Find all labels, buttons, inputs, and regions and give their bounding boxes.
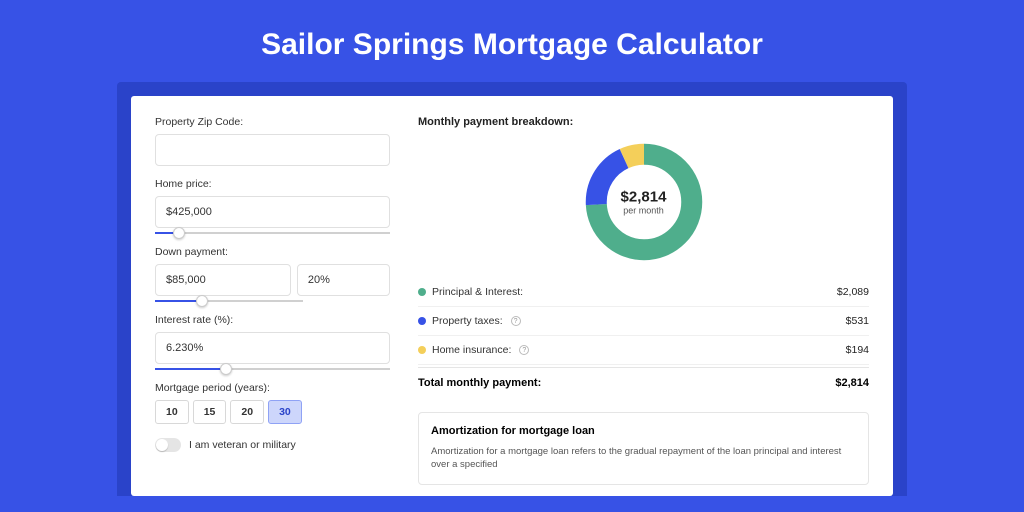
donut-sub: per month [621, 206, 667, 216]
home-price-label: Home price: [155, 178, 390, 190]
down-payment-pct-input[interactable] [297, 264, 390, 296]
legend-row-insurance: Home insurance: ? $194 [418, 336, 869, 365]
legend-val-principal: $2,089 [837, 286, 869, 298]
down-payment-label: Down payment: [155, 246, 390, 258]
legend-val-taxes: $531 [846, 315, 869, 327]
amortization-title: Amortization for mortgage loan [431, 425, 856, 437]
total-label: Total monthly payment: [418, 377, 541, 389]
down-payment-slider[interactable] [155, 300, 303, 302]
home-price-group: Home price: [155, 178, 390, 234]
total-row: Total monthly payment: $2,814 [418, 367, 869, 398]
donut-amount: $2,814 [621, 189, 667, 206]
breakdown-title: Monthly payment breakdown: [418, 116, 869, 128]
legend-dot-taxes [418, 317, 426, 325]
period-group: Mortgage period (years): 10 15 20 30 [155, 382, 390, 424]
veteran-toggle-knob [156, 439, 168, 451]
legend-dot-insurance [418, 346, 426, 354]
calculator-card: Property Zip Code: Home price: Down paym… [131, 96, 893, 496]
donut-center: $2,814 per month [621, 189, 667, 216]
legend-dot-principal [418, 288, 426, 296]
breakdown-column: Monthly payment breakdown: $2,814 per mo… [418, 116, 869, 476]
period-label: Mortgage period (years): [155, 382, 390, 394]
interest-rate-label: Interest rate (%): [155, 314, 390, 326]
amortization-text: Amortization for a mortgage loan refers … [431, 445, 856, 472]
legend-label-principal: Principal & Interest: [432, 286, 523, 298]
form-column: Property Zip Code: Home price: Down paym… [155, 116, 390, 476]
interest-rate-group: Interest rate (%): [155, 314, 390, 370]
zip-input[interactable] [155, 134, 390, 166]
donut-chart: $2,814 per month [584, 142, 704, 262]
amortization-box: Amortization for mortgage loan Amortizat… [418, 412, 869, 485]
total-value: $2,814 [835, 377, 869, 389]
veteran-label: I am veteran or military [189, 439, 296, 451]
legend-val-insurance: $194 [846, 344, 869, 356]
home-price-slider-thumb[interactable] [173, 227, 185, 239]
interest-rate-input[interactable] [155, 332, 390, 364]
down-payment-group: Down payment: [155, 246, 390, 302]
page-title: Sailor Springs Mortgage Calculator [0, 0, 1024, 82]
down-payment-input[interactable] [155, 264, 291, 296]
zip-field-group: Property Zip Code: [155, 116, 390, 166]
down-payment-slider-thumb[interactable] [196, 295, 208, 307]
donut-wrap: $2,814 per month [418, 142, 869, 262]
info-icon[interactable]: ? [519, 345, 529, 355]
period-btn-10[interactable]: 10 [155, 400, 189, 424]
legend-label-insurance: Home insurance: [432, 344, 511, 356]
zip-label: Property Zip Code: [155, 116, 390, 128]
card-wrapper: Property Zip Code: Home price: Down paym… [117, 82, 907, 496]
period-btn-15[interactable]: 15 [193, 400, 227, 424]
legend-row-principal: Principal & Interest: $2,089 [418, 278, 869, 307]
period-btn-20[interactable]: 20 [230, 400, 264, 424]
legend-row-taxes: Property taxes: ? $531 [418, 307, 869, 336]
period-options: 10 15 20 30 [155, 400, 390, 424]
veteran-row: I am veteran or military [155, 438, 390, 452]
interest-rate-slider[interactable] [155, 368, 390, 370]
home-price-input[interactable] [155, 196, 390, 228]
interest-rate-slider-thumb[interactable] [220, 363, 232, 375]
legend-label-taxes: Property taxes: [432, 315, 503, 327]
veteran-toggle[interactable] [155, 438, 181, 452]
home-price-slider[interactable] [155, 232, 390, 234]
period-btn-30[interactable]: 30 [268, 400, 302, 424]
info-icon[interactable]: ? [511, 316, 521, 326]
